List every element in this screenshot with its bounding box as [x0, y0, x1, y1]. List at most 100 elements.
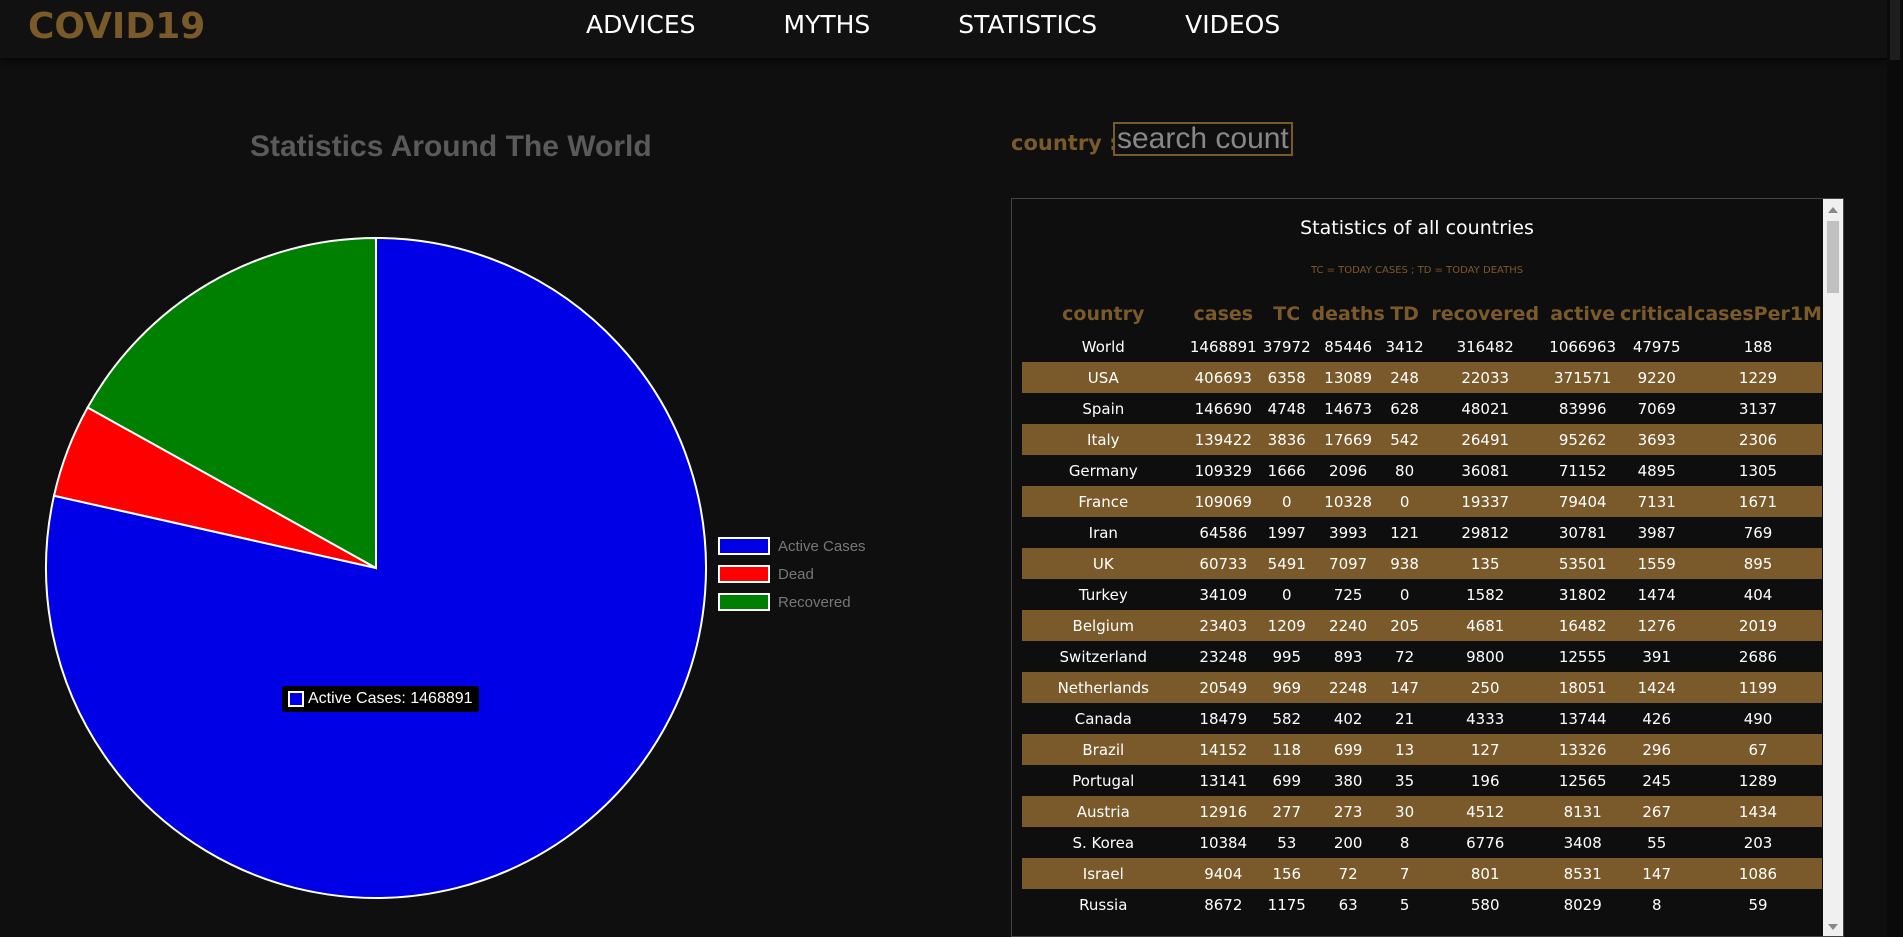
table-row: Russia 8672 1175 63 5 580 8029 8 59: [1022, 889, 1822, 920]
table-cell: 13089: [1311, 362, 1385, 393]
table-cell: 9220: [1619, 362, 1695, 393]
table-cell: 10328: [1311, 486, 1385, 517]
table-cell: 316482: [1456, 337, 1514, 356]
table-cell: 203: [1743, 833, 1773, 852]
table-cell: 22033: [1424, 362, 1546, 393]
table-cell: 139422: [1184, 424, 1262, 455]
table-cell: 55: [1647, 833, 1667, 852]
site-logo[interactable]: COVID19: [28, 6, 206, 47]
table-cell: 118: [1261, 734, 1312, 765]
table-scrollbar-thumb[interactable]: [1827, 221, 1839, 293]
table-cell: Germany: [1068, 461, 1138, 480]
table-row: Israel 9404 156 72 7 801 8531 147 1086: [1022, 858, 1822, 889]
table-cell: 1582: [1466, 585, 1505, 604]
table-cell: 16482: [1546, 610, 1620, 641]
table-cell: 13744: [1558, 709, 1607, 728]
table-cell: 85446: [1324, 337, 1372, 356]
table-cell: 109329: [1194, 461, 1252, 480]
table-cell: 13141: [1199, 771, 1248, 790]
table-scrollbar[interactable]: [1823, 199, 1843, 936]
scroll-up-arrow-icon[interactable]: [1828, 207, 1838, 213]
table-cell: 4512: [1424, 796, 1546, 827]
table-cell: 12916: [1184, 796, 1262, 827]
table-cell: 83996: [1558, 399, 1607, 418]
table-cell: 200: [1333, 833, 1363, 852]
pie-slice-active[interactable]: [45, 236, 707, 899]
table-cell: Brazil: [1022, 734, 1185, 765]
page-scrollbar[interactable]: [1887, 0, 1903, 937]
legend-item-dead[interactable]: Dead: [718, 560, 866, 588]
table-cell: 8: [1651, 895, 1662, 914]
table-cell: Iran: [1088, 523, 1118, 542]
table-cell: USA: [1022, 362, 1185, 393]
table-cell: Spain: [1082, 399, 1125, 418]
table-cell: 1209: [1261, 610, 1312, 641]
table-cell: 188: [1743, 337, 1773, 356]
table-cell: 1997: [1267, 523, 1306, 542]
table-header-row: country cases TC deaths TD recovered active cri…: [1022, 297, 1822, 331]
table-cell: Russia: [1079, 895, 1128, 914]
page-scrollbar-thumb[interactable]: [1890, 0, 1900, 60]
table-cell: 23403: [1184, 610, 1262, 641]
nav-link-myths[interactable]: MYTHS: [783, 10, 871, 39]
table-cell: 2248: [1311, 672, 1385, 703]
table-cell: 3836: [1261, 424, 1312, 455]
chart-tooltip: Active Cases: 1468891: [282, 686, 479, 712]
table-cell: 5: [1399, 895, 1410, 914]
table-cell: 6358: [1261, 362, 1312, 393]
statistics-table-panel[interactable]: Statistics of all countries TC = TODAY C…: [1011, 198, 1844, 937]
country-search-input[interactable]: [1113, 122, 1293, 156]
table-cell: 895: [1694, 548, 1822, 579]
table-cell: 30: [1384, 796, 1425, 827]
table-cell: 1175: [1267, 895, 1306, 914]
nav-link-videos[interactable]: VIDEOS: [1185, 10, 1281, 39]
chart-legend: Active Cases Dead Recovered: [718, 532, 866, 616]
table-row: UK 60733 5491 7097 938 135 53501 1559 895: [1022, 548, 1822, 579]
pie-chart[interactable]: [0, 180, 860, 920]
table-cell: 13: [1384, 734, 1425, 765]
column-header: critical: [1620, 303, 1694, 325]
table-cell: 3137: [1738, 399, 1778, 418]
nav-link-advices[interactable]: ADVICES: [586, 10, 696, 39]
column-header: deaths: [1311, 303, 1385, 325]
table-cell: 1276: [1619, 610, 1695, 641]
table-cell: 64586: [1199, 523, 1248, 542]
table-cell: 53501: [1546, 548, 1620, 579]
table-cell: Turkey: [1078, 585, 1128, 604]
table-cell: 8531: [1546, 858, 1620, 889]
table-cell: 0: [1399, 585, 1410, 604]
table-cell: 277: [1261, 796, 1312, 827]
table-row: S. Korea 10384 53 200 8 6776 3408 55 203: [1022, 827, 1822, 858]
pie-slice-recovered[interactable]: [86, 236, 377, 570]
legend-item-recovered[interactable]: Recovered: [718, 588, 866, 616]
table-cell: 31802: [1558, 585, 1607, 604]
scroll-down-arrow-icon[interactable]: [1828, 924, 1838, 930]
chart-title: Statistics Around The World: [250, 130, 652, 163]
column-header: active: [1550, 303, 1616, 325]
column-header: recovered: [1431, 303, 1540, 325]
nav-link-statistics[interactable]: STATISTICS: [958, 10, 1098, 39]
table-cell: 80: [1395, 461, 1415, 480]
table-cell: 205: [1384, 610, 1425, 641]
table-row: Turkey 34109 0 725 0 1582 31802 1474 404: [1022, 579, 1822, 610]
table-cell: 2096: [1329, 461, 1368, 480]
table-row: France 109069 0 10328 0 19337 79404 7131 1671: [1022, 486, 1822, 517]
countries-table: country cases TC deaths TD recovered active cri…: [1022, 297, 1822, 920]
table-cell: 72: [1311, 858, 1385, 889]
table-cell: 1424: [1619, 672, 1695, 703]
nav-links: ADVICES MYTHS STATISTICS VIDEOS: [586, 10, 1368, 39]
table-cell: 0: [1281, 585, 1292, 604]
table-cell: 404: [1743, 585, 1773, 604]
table-cell: 19337: [1424, 486, 1546, 517]
table-cell: 426: [1642, 709, 1672, 728]
table-cell: 147: [1384, 672, 1425, 703]
table-cell: 47975: [1632, 337, 1681, 356]
legend-item-active[interactable]: Active Cases: [718, 532, 866, 560]
table-cell: 71152: [1558, 461, 1607, 480]
table-cell: 12565: [1558, 771, 1607, 790]
table-cell: 1066963: [1549, 337, 1617, 356]
table-cell: 248: [1384, 362, 1425, 393]
table-cell: 406693: [1184, 362, 1262, 393]
table-cell: 7131: [1619, 486, 1695, 517]
legend-label-dead: Dead: [778, 565, 814, 583]
